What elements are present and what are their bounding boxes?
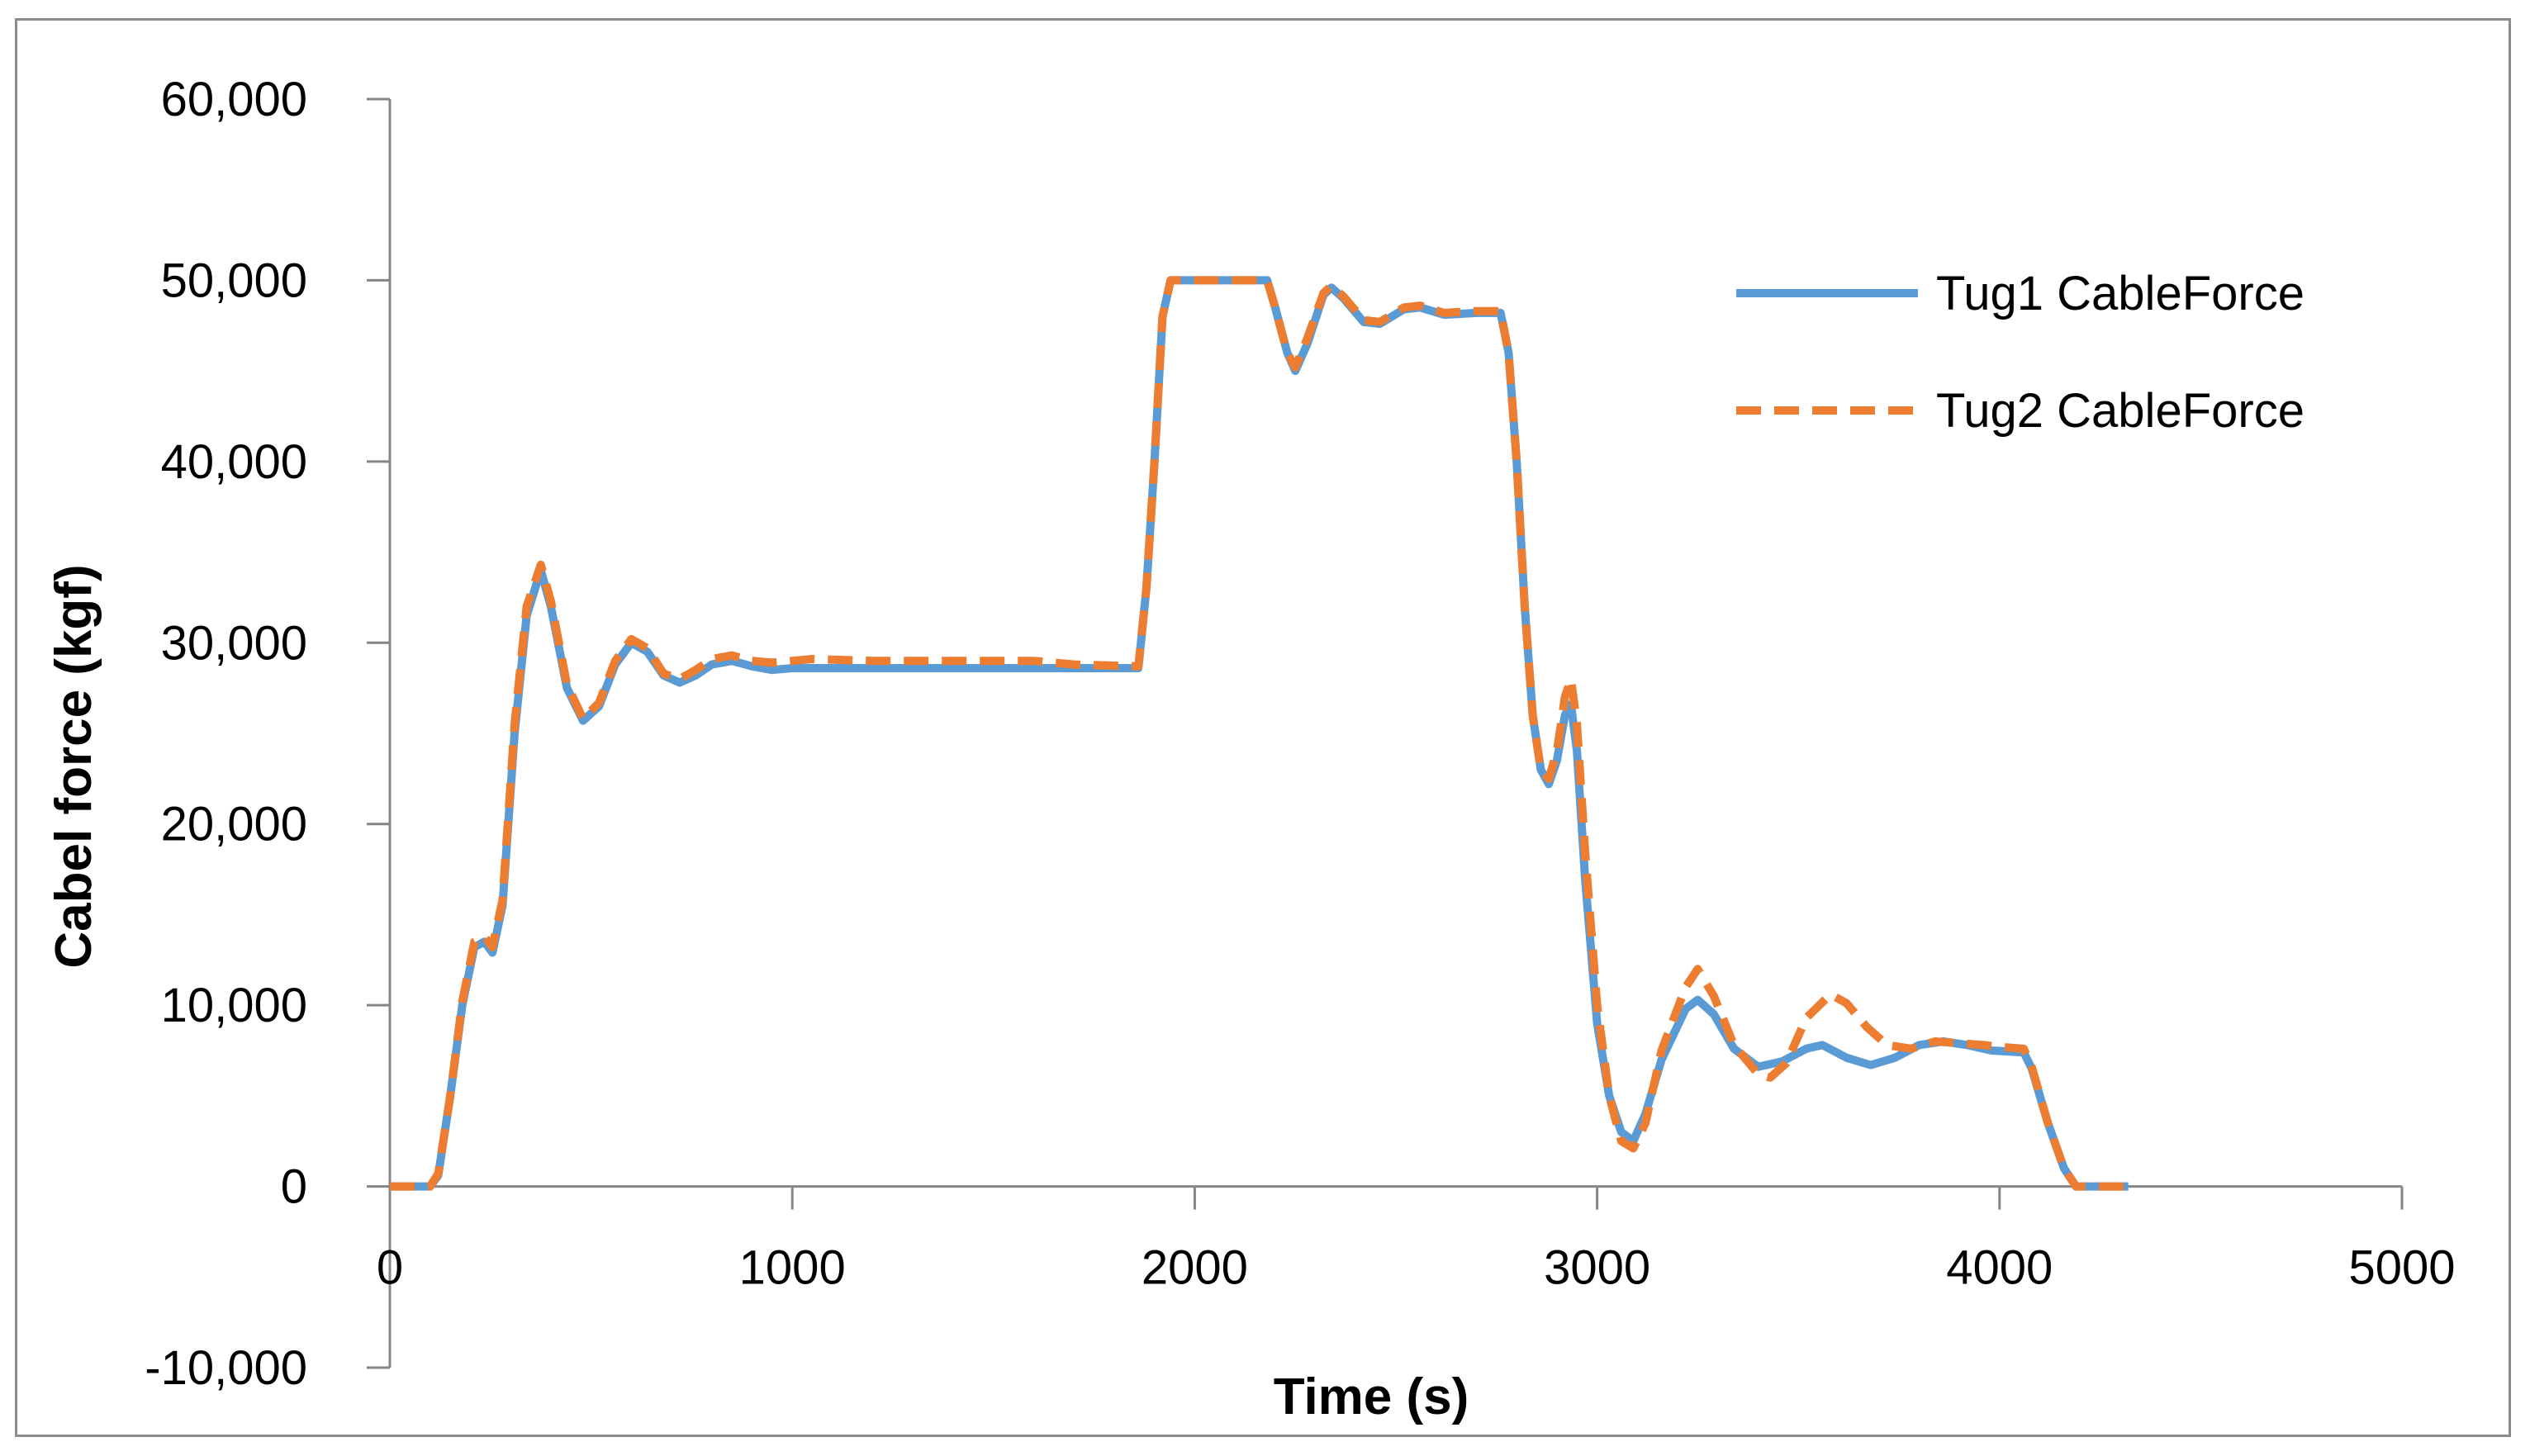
legend-label-tug1: Tug1 CableForce [1936,267,2305,320]
y-tick-label: 40,000 [161,435,307,489]
y-tick-label: 50,000 [161,254,307,307]
x-tick-label: 0 [377,1241,403,1295]
legend: Tug1 CableForce Tug2 CableForce [1736,267,2305,438]
y-tick-label: -10,000 [145,1341,307,1395]
y-axis-title: Cabel force (kgf) [45,564,102,968]
x-tick-label: 2000 [1142,1241,1248,1295]
y-tick-label: 10,000 [161,979,307,1032]
x-tick-label: 5000 [2348,1241,2455,1295]
axes: -10,000 0 10,000 20,000 30,000 40,000 50,000 60… [145,73,2455,1395]
y-tick-label: 0 [281,1160,307,1214]
x-axis-title: Time (s) [1274,1368,1469,1425]
x-tick-label: 3000 [1544,1241,1650,1295]
legend-label-tug2: Tug2 CableForce [1936,384,2305,438]
chart-frame [15,18,2511,1437]
series-line-tug2 [390,276,2129,1191]
y-tick-label: 30,000 [161,616,307,670]
series-line-tug1 [390,276,2129,1191]
x-tick-label: 1000 [739,1241,846,1295]
y-tick-label: 20,000 [161,798,307,851]
series-lines [390,276,2129,1191]
y-tick-label: 60,000 [161,73,307,126]
x-tick-label: 4000 [1946,1241,2053,1295]
